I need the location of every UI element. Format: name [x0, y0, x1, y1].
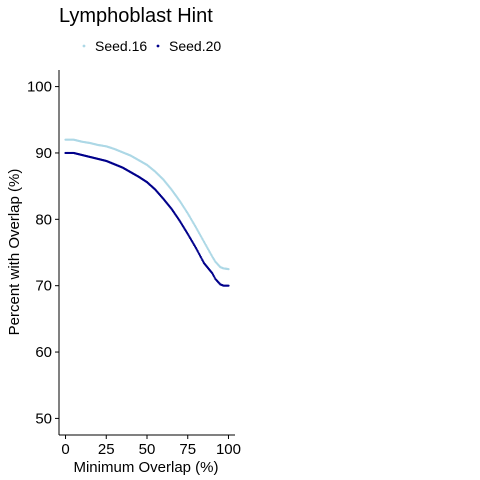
x-ticks: 0 25 50 75 100: [61, 435, 241, 458]
x-tick-label: 25: [98, 441, 115, 458]
data-point-series-0: [227, 267, 230, 271]
x-tick-label: 100: [216, 441, 241, 458]
legend-marker-seed-20: [156, 44, 160, 48]
data-points: [64, 138, 230, 287]
y-tick-label: 90: [35, 145, 52, 162]
x-axis-title: Minimum Overlap (%): [73, 459, 218, 476]
chart-title: Lymphoblast Hint: [59, 5, 213, 27]
y-axis-title: Percent with Overlap (%): [6, 169, 23, 336]
y-ticks: 50 60 70 80 90 100: [27, 79, 59, 427]
y-tick-label: 60: [35, 344, 52, 361]
x-tick-label: 50: [139, 441, 156, 458]
y-tick-label: 70: [35, 278, 52, 295]
y-tick-label: 100: [27, 79, 52, 96]
x-tick-label: 75: [179, 441, 196, 458]
y-tick-label: 80: [35, 211, 52, 228]
legend: Seed.16 Seed.20: [82, 38, 221, 54]
legend-label-seed-20: Seed.20: [169, 38, 221, 54]
data-point-series-1: [227, 284, 230, 287]
x-tick-label: 0: [61, 441, 69, 458]
y-tick-label: 50: [35, 410, 52, 427]
legend-label-seed-16: Seed.16: [95, 38, 147, 54]
legend-marker-seed-16: [82, 44, 86, 48]
